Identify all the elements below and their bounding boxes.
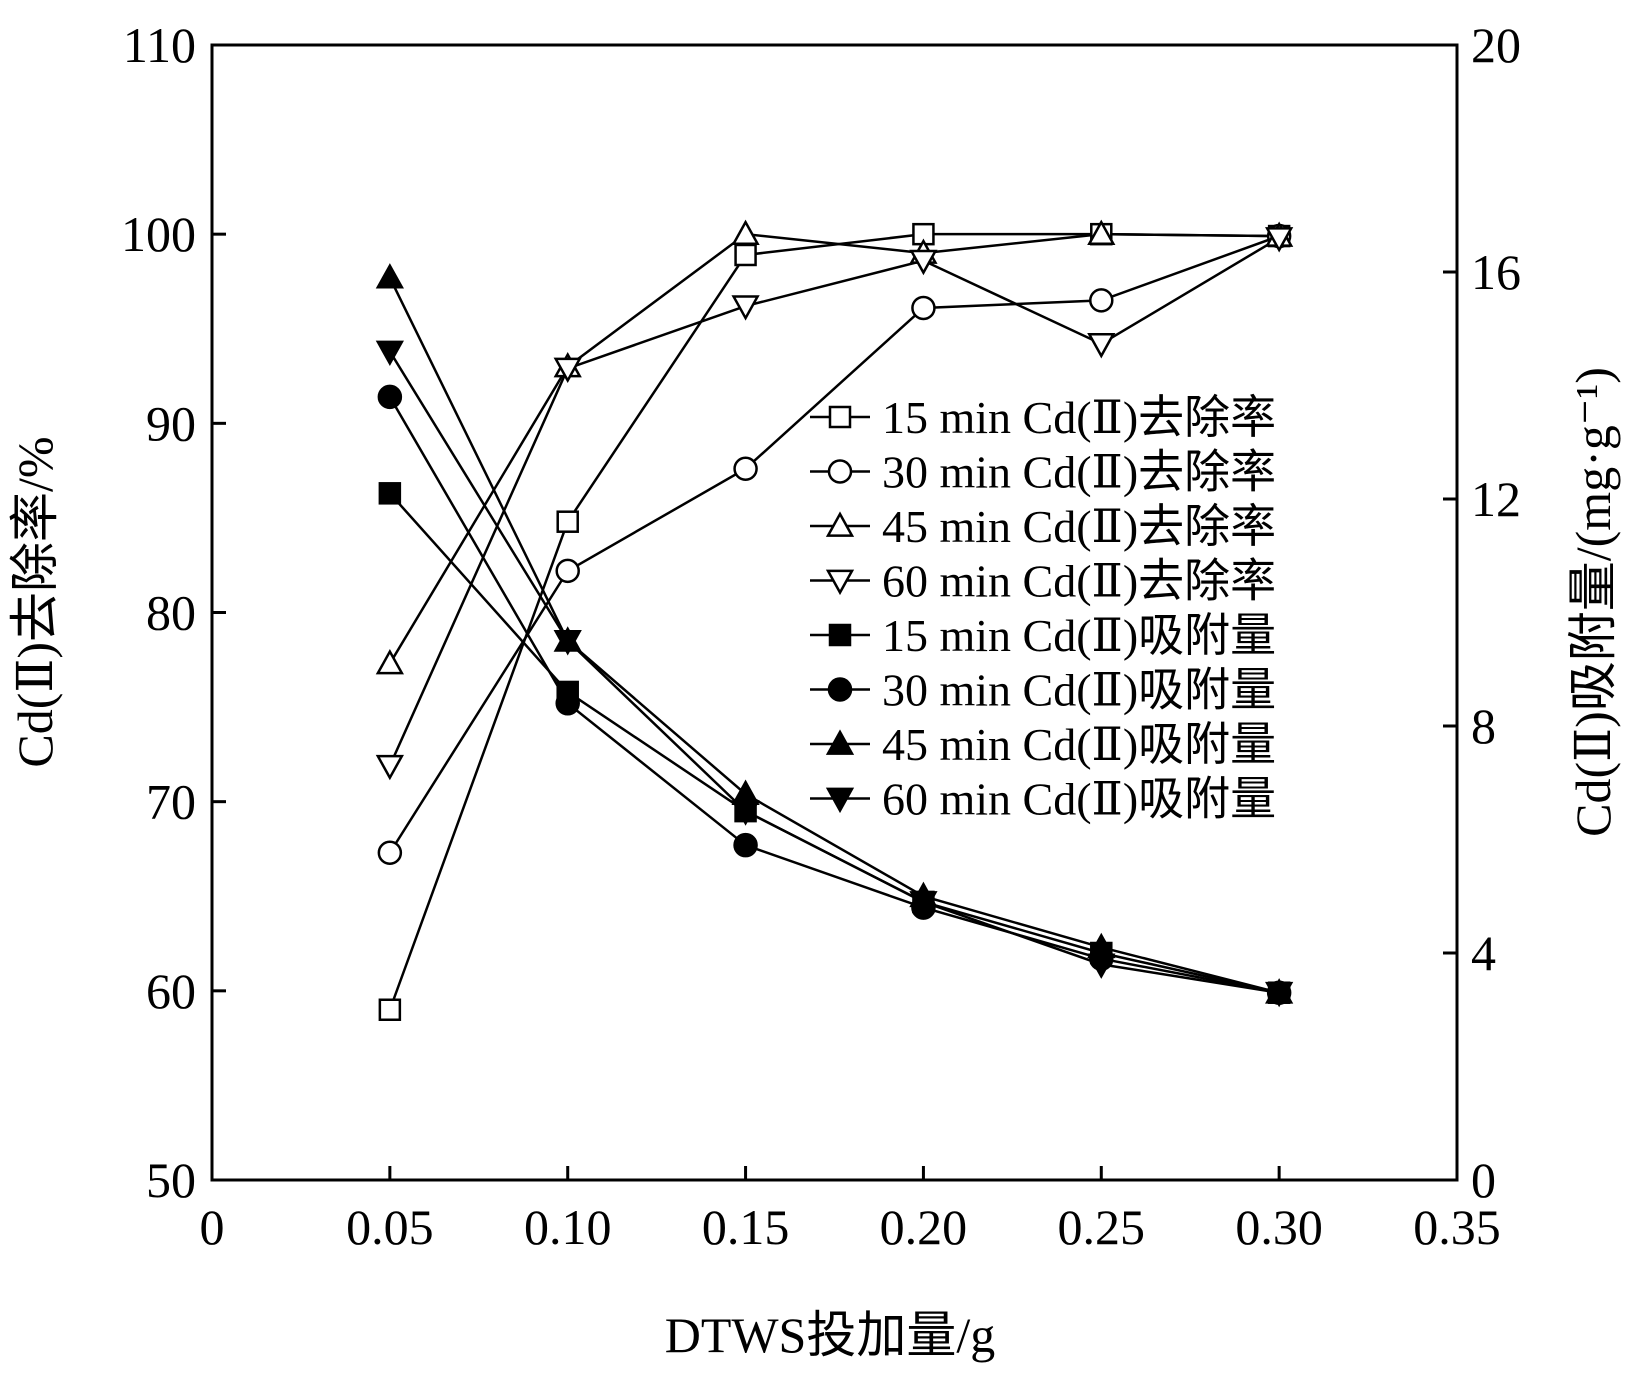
y-axis-title: Cd(Ⅱ)去除率/%: [7, 436, 63, 767]
legend-label-2: 30 min Cd(Ⅱ)去除率: [882, 447, 1276, 498]
x-axis-title: DTWS投加量/g: [665, 1307, 996, 1363]
data-point-s8: [553, 630, 582, 656]
series-markers: [375, 219, 1294, 1021]
data-point-s4: [909, 249, 938, 276]
data-point-s6: [733, 832, 758, 858]
legend-marker-5: [828, 623, 852, 647]
x-tick-label: 0.25: [1058, 1199, 1146, 1255]
x-tick-label: 0.35: [1413, 1199, 1501, 1255]
y2-tick-label: 20: [1471, 17, 1521, 73]
data-point-s2: [1089, 288, 1114, 313]
data-point-s7: [375, 263, 404, 289]
y2-tick-label: 4: [1471, 925, 1496, 981]
data-point-s5: [378, 482, 402, 505]
series-line-7: [388, 277, 1280, 994]
y2-tick-label: 0: [1471, 1152, 1496, 1208]
x-tick-label: 0: [200, 1199, 225, 1255]
data-point-s6: [555, 691, 580, 716]
data-point-s2: [377, 840, 403, 865]
data-point-s8: [909, 891, 938, 917]
data-point-s1: [378, 998, 402, 1021]
data-point-s8: [731, 800, 760, 826]
y-tick-label: 90: [146, 395, 196, 451]
y-tick-label: 50: [146, 1152, 196, 1208]
legend-marker-3: [825, 511, 855, 537]
data-point-s4: [375, 754, 404, 781]
y-tick-label: 70: [146, 774, 196, 830]
legend-label-8: 60 min Cd(Ⅱ)吸附量: [882, 774, 1276, 825]
axes: 0 0.05 0.10 0.15 0.20 0.25 0.30 0.3550607080901…: [121, 17, 1521, 1255]
legend-label-6: 30 min Cd(Ⅱ)吸附量: [882, 665, 1276, 716]
data-point-s4: [731, 295, 760, 321]
data-point-s3: [1087, 219, 1116, 246]
legend-label-5: 15 min Cd(Ⅱ)吸附量: [882, 610, 1276, 661]
legend-label-4: 60 min Cd(Ⅱ)去除率: [882, 556, 1276, 607]
x-tick-label: 0.20: [880, 1199, 968, 1255]
legend-marker-7: [825, 729, 855, 755]
data-point-s1: [734, 243, 757, 267]
y2-axis-title: Cd(Ⅱ)吸附量/(mg·g⁻¹): [1565, 367, 1621, 837]
data-point-s8: [1087, 953, 1116, 979]
data-point-s3: [731, 219, 760, 246]
data-point-s2: [911, 295, 936, 321]
data-point-s4: [1265, 227, 1294, 253]
legend-marker-6: [827, 677, 853, 702]
data-point-s8: [1265, 981, 1294, 1008]
series-line-2: [388, 234, 1280, 854]
y2-tick-label: 8: [1471, 698, 1496, 754]
legend-marker-2: [827, 459, 853, 484]
legend-label-7: 45 min Cd(Ⅱ)吸附量: [882, 719, 1276, 770]
y-tick-label: 110: [123, 17, 196, 73]
series-line-6: [388, 396, 1280, 994]
data-point-s4: [553, 357, 582, 384]
data-point-s2: [555, 558, 580, 584]
y-tick-label: 100: [121, 206, 196, 262]
y-tick-label: 60: [146, 963, 196, 1019]
series-line-8: [388, 350, 1280, 994]
x-tick-label: 0.05: [346, 1199, 434, 1255]
x-tick-label: 0.30: [1235, 1199, 1323, 1255]
data-point-s6: [377, 384, 403, 410]
legend-marker-8: [825, 787, 855, 814]
data-point-s4: [1087, 333, 1116, 359]
y2-tick-label: 16: [1471, 244, 1521, 300]
x-tick-label: 0.15: [702, 1199, 790, 1255]
data-point-s8: [375, 340, 404, 367]
data-point-s2: [733, 456, 758, 481]
series-lines: [388, 232, 1280, 1011]
legend-label-3: 45 min Cd(Ⅱ)去除率: [882, 501, 1276, 552]
y-tick-label: 80: [146, 585, 196, 641]
legend-marker-1: [828, 405, 852, 429]
legend-marker-4: [825, 569, 855, 596]
x-tick-label: 0.10: [524, 1199, 612, 1255]
series-line-4: [388, 236, 1280, 767]
series-line-3: [388, 232, 1280, 665]
data-point-s3: [375, 649, 404, 675]
legend-label-1: 15 min Cd(Ⅱ)去除率: [882, 392, 1276, 443]
y2-tick-label: 12: [1471, 471, 1521, 527]
data-point-s1: [556, 510, 579, 533]
